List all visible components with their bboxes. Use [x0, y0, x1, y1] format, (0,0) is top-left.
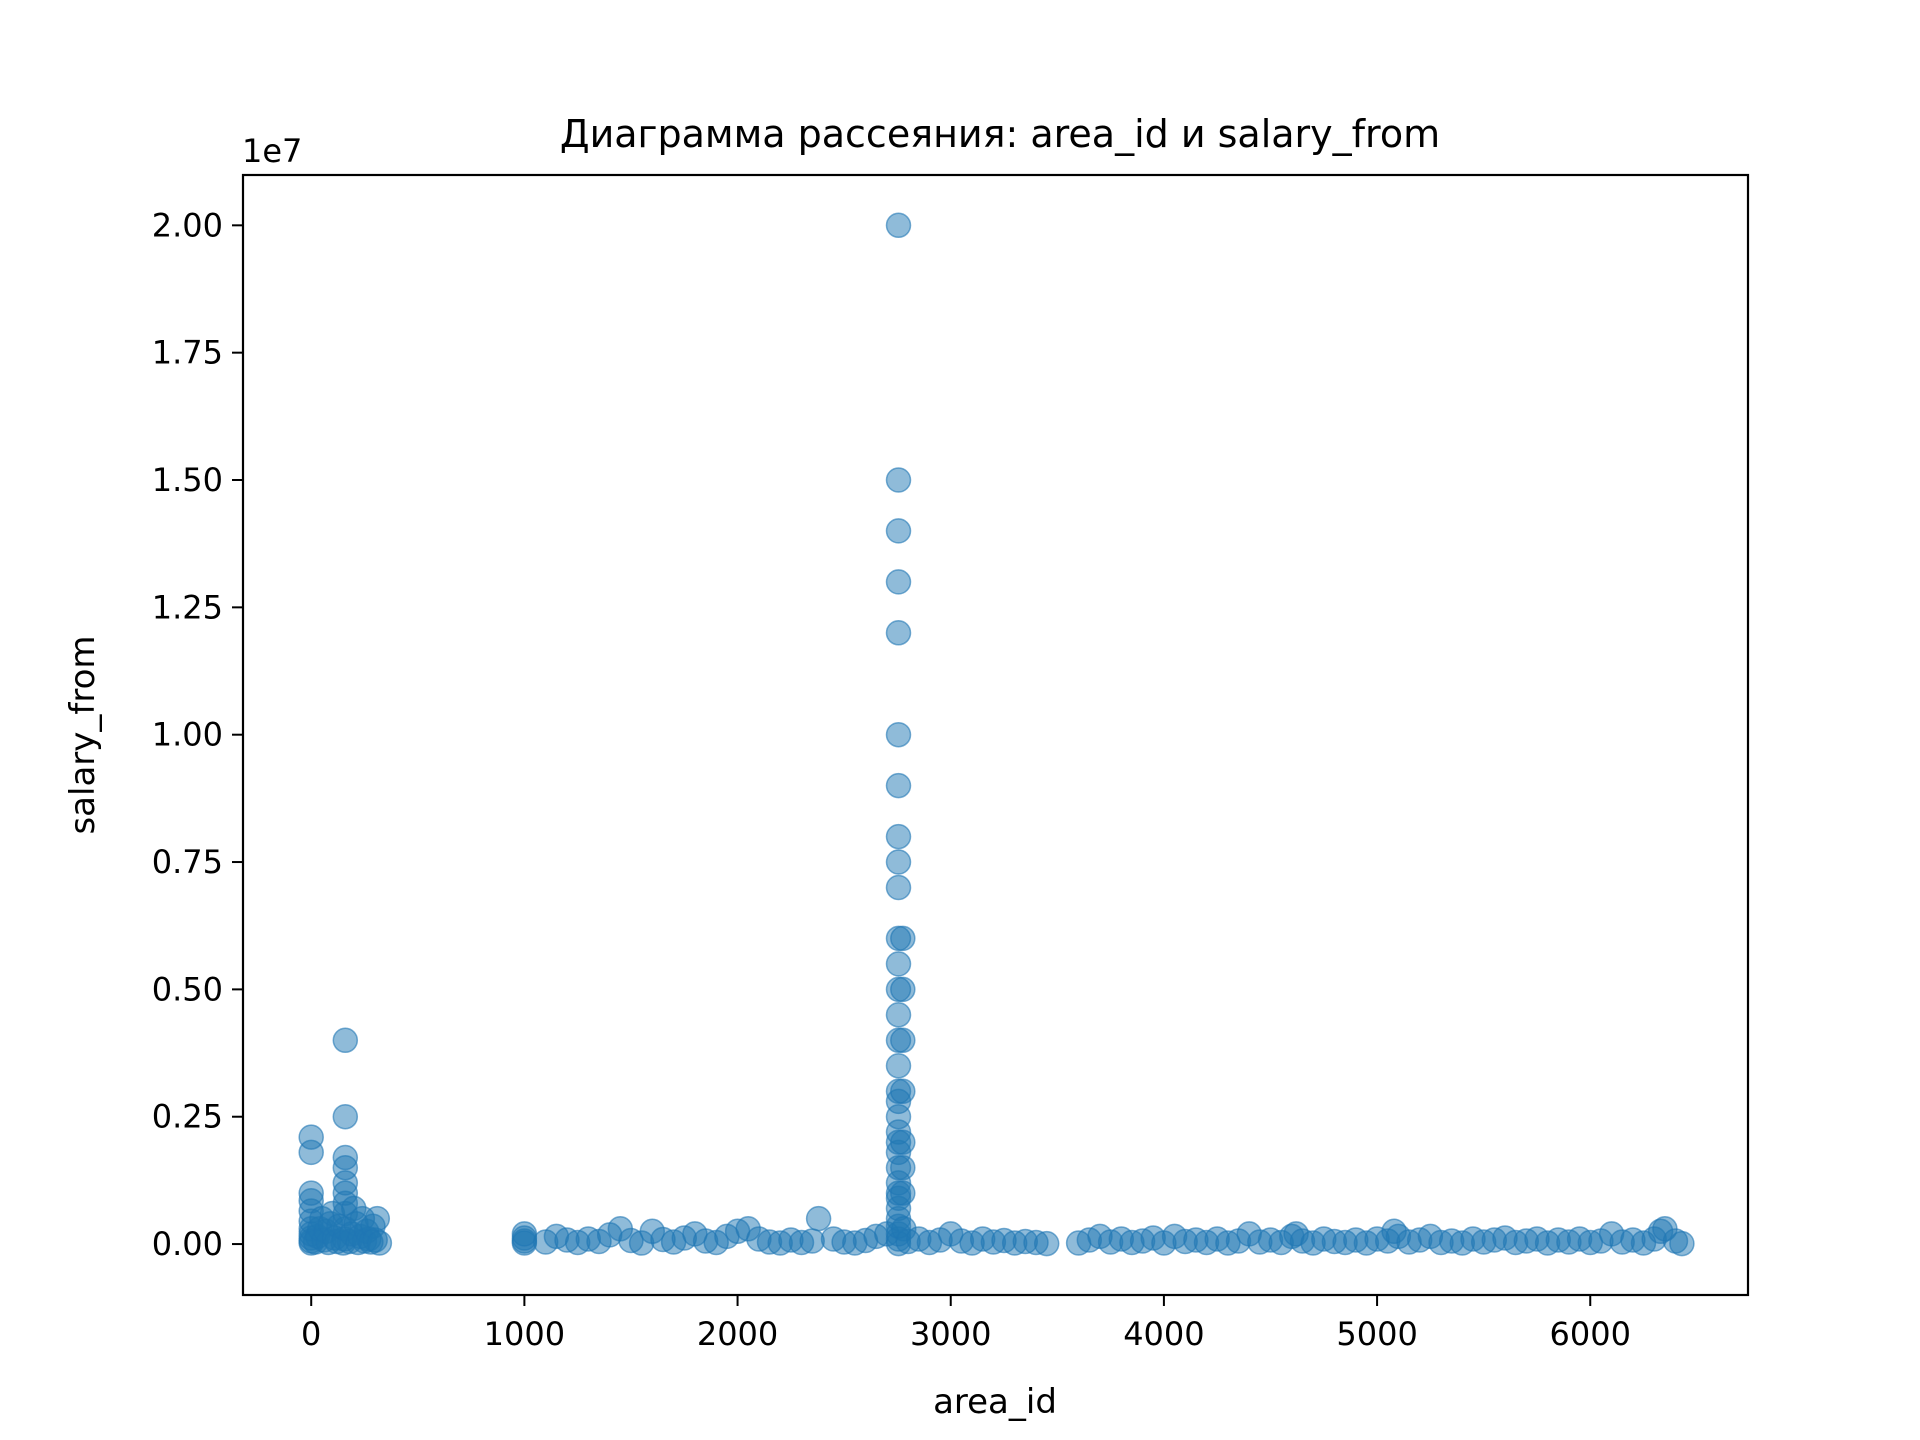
data-point	[885, 1053, 912, 1079]
data-point	[298, 1180, 324, 1206]
data-point	[332, 1027, 359, 1054]
chart-title: Диаграмма рассеяния: area_id и salary_fr…	[560, 112, 1440, 156]
y-tick-label: 1.50	[152, 461, 223, 499]
data-point	[1669, 1230, 1695, 1257]
data-point	[332, 1144, 359, 1171]
data-point	[890, 1154, 916, 1181]
y-tick-label: 1.75	[152, 334, 223, 372]
data-point	[885, 620, 912, 646]
data-point	[511, 1221, 538, 1247]
y-tick-label: 0.75	[152, 843, 223, 881]
y-tick-label: 2.00	[152, 206, 223, 244]
y-axis-ticks: 0.00 0.25 0.50 0.75 1.00 1.25 1.50 1.75 2.00	[152, 206, 243, 1263]
data-point	[885, 772, 912, 799]
x-axis-label: area_id	[933, 1382, 1057, 1422]
plot-area	[298, 212, 1695, 1257]
data-point	[890, 925, 916, 952]
data-point	[890, 1129, 916, 1155]
data-point	[885, 1002, 912, 1028]
x-axis-ticks: 0 1000 2000 3000 4000 5000 6000	[301, 1295, 1631, 1353]
data-point	[298, 1124, 324, 1150]
data-point	[890, 1078, 916, 1105]
y-offset-label: 1e7	[242, 132, 302, 170]
data-point	[890, 1180, 916, 1206]
data-point	[890, 976, 916, 1003]
data-point	[799, 1228, 825, 1254]
y-tick-label: 0.25	[152, 1098, 223, 1136]
plot-frame	[241, 173, 1750, 1297]
data-point	[885, 212, 912, 239]
scatter-points	[298, 212, 1695, 1257]
y-axis-label: salary_from	[63, 635, 103, 834]
data-point	[885, 467, 912, 493]
data-point	[890, 1027, 916, 1054]
data-point	[885, 823, 912, 850]
data-point	[364, 1205, 391, 1232]
y-tick-label: 0.00	[152, 1225, 223, 1263]
data-point	[332, 1103, 359, 1130]
data-point	[885, 721, 912, 748]
data-point	[885, 849, 912, 875]
data-point	[885, 569, 912, 595]
x-tick-label: 6000	[1550, 1315, 1631, 1353]
data-point	[805, 1205, 832, 1232]
x-tick-label: 1000	[484, 1315, 565, 1353]
x-tick-label: 0	[301, 1315, 321, 1353]
data-point	[885, 518, 912, 544]
data-point	[366, 1230, 393, 1256]
x-tick-label: 5000	[1336, 1315, 1417, 1353]
y-tick-label: 0.50	[152, 970, 223, 1008]
y-tick-label: 1.25	[152, 588, 223, 626]
data-point	[885, 874, 912, 901]
data-point	[1033, 1230, 1060, 1257]
y-tick-label: 1.00	[152, 716, 223, 754]
x-tick-label: 3000	[910, 1315, 991, 1353]
x-tick-label: 2000	[697, 1315, 778, 1353]
data-point	[885, 951, 912, 977]
x-tick-label: 4000	[1123, 1315, 1204, 1353]
